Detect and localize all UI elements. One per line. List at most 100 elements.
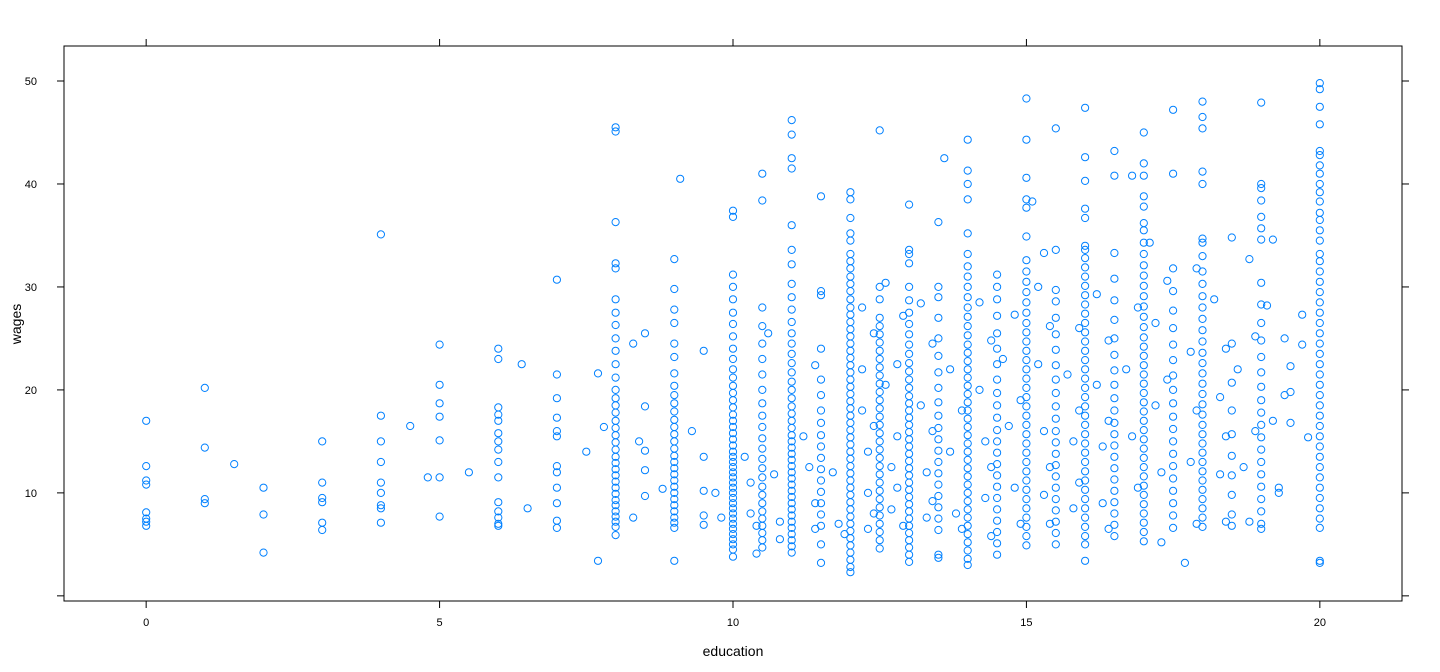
data-point-635: [1081, 213, 1090, 223]
data-point-794: [1198, 348, 1207, 357]
data-point-726: [1139, 370, 1148, 379]
data-point-607: [1051, 330, 1060, 339]
data-point-176: [728, 429, 738, 438]
data-point-255: [787, 416, 796, 425]
data-point-92: [611, 431, 620, 440]
data-point-688: [1110, 394, 1119, 403]
data-point-773: [1180, 558, 1190, 568]
data-point-365: [875, 295, 884, 304]
data-point-102: [611, 496, 620, 505]
data-point-585: [1022, 476, 1031, 485]
data-point-369: [875, 338, 884, 347]
data-point-729: [1139, 398, 1148, 407]
data-point-651: [1081, 374, 1090, 383]
data-point-447: [928, 339, 937, 348]
data-point-602: [1051, 124, 1060, 133]
data-point-39: [435, 512, 444, 521]
data-point-806: [1198, 467, 1207, 476]
data-point-115: [640, 491, 650, 501]
data-point-663: [1081, 485, 1090, 494]
data-point-572: [1022, 356, 1031, 365]
data-point-898: [1315, 339, 1324, 348]
data-point-362: [869, 509, 878, 518]
data-point-268: [787, 499, 796, 508]
data-point-589: [1022, 513, 1031, 522]
data-point-733: [1139, 435, 1148, 444]
data-point-689: [1110, 406, 1119, 415]
data-point-667: [1081, 522, 1090, 532]
x-tick-label-1: 5: [437, 617, 443, 629]
data-point-661: [1081, 467, 1090, 476]
data-point-588: [1022, 504, 1031, 513]
data-point-910: [1315, 463, 1324, 472]
data-point-283: [816, 287, 826, 296]
data-point-565: [1022, 288, 1031, 297]
data-point-391: [875, 519, 884, 528]
data-point-705: [1133, 483, 1143, 492]
data-point-543: [993, 482, 1002, 491]
data-point-397: [887, 463, 896, 472]
data-point-763: [1169, 412, 1178, 421]
data-point-331: [846, 411, 855, 420]
data-point-532: [993, 344, 1002, 353]
data-point-251: [787, 385, 796, 394]
data-point-222: [758, 490, 767, 499]
data-point-60: [552, 394, 562, 403]
data-point-837: [1257, 184, 1266, 193]
data-point-118: [670, 255, 679, 264]
data-point-143: [670, 507, 679, 516]
data-point-289: [816, 418, 826, 427]
data-point-627: [1069, 504, 1078, 513]
data-point-323: [846, 353, 855, 363]
data-point-851: [1257, 420, 1266, 429]
data-point-208: [758, 322, 767, 331]
data-point-866: [1280, 334, 1289, 343]
data-point-834: [1251, 427, 1260, 436]
data-point-83: [611, 346, 620, 355]
data-point-471: [934, 553, 943, 562]
data-point-129: [670, 415, 679, 424]
data-point-53: [494, 513, 503, 522]
data-point-535: [993, 388, 1002, 398]
data-point-133: [670, 444, 679, 453]
data-point-297: [816, 510, 826, 519]
data-point-652: [1081, 383, 1090, 392]
data-point-294: [816, 476, 826, 485]
data-point-221: [758, 482, 767, 491]
data-point-152: [699, 486, 708, 495]
data-point-156: [717, 513, 726, 522]
y-tick-label-0: 10: [25, 488, 37, 500]
data-point-736: [1139, 463, 1148, 472]
data-point-321: [846, 339, 855, 348]
data-point-91: [611, 423, 620, 433]
data-point-675: [1104, 336, 1113, 345]
data-point-746: [1151, 318, 1160, 328]
data-point-317: [846, 310, 855, 319]
data-point-677: [1104, 524, 1113, 534]
data-point-868: [1286, 387, 1295, 397]
data-point-524: [987, 336, 996, 345]
data-point-186: [728, 483, 738, 492]
data-point-512: [963, 505, 972, 514]
data-point-379: [875, 420, 884, 429]
data-point-2: [142, 476, 151, 485]
data-point-445: [922, 468, 931, 477]
data-point-720: [1139, 312, 1148, 321]
data-point-286: [816, 375, 826, 384]
data-point-414: [905, 349, 914, 358]
data-point-356: [858, 406, 867, 415]
data-point-216: [758, 434, 767, 443]
data-point-20: [318, 518, 327, 527]
data-point-753: [1169, 169, 1178, 178]
data-point-339: [846, 469, 855, 478]
data-point-495: [963, 365, 972, 374]
data-point-466: [934, 491, 943, 501]
data-point-567: [1022, 308, 1031, 317]
data-point-386: [875, 478, 884, 487]
y-axis-title: wages: [8, 304, 24, 345]
data-point-491: [963, 331, 972, 340]
data-point-873: [1304, 433, 1313, 442]
data-point-408: [905, 282, 914, 291]
data-point-419: [905, 392, 914, 401]
data-point-877: [1315, 120, 1324, 129]
